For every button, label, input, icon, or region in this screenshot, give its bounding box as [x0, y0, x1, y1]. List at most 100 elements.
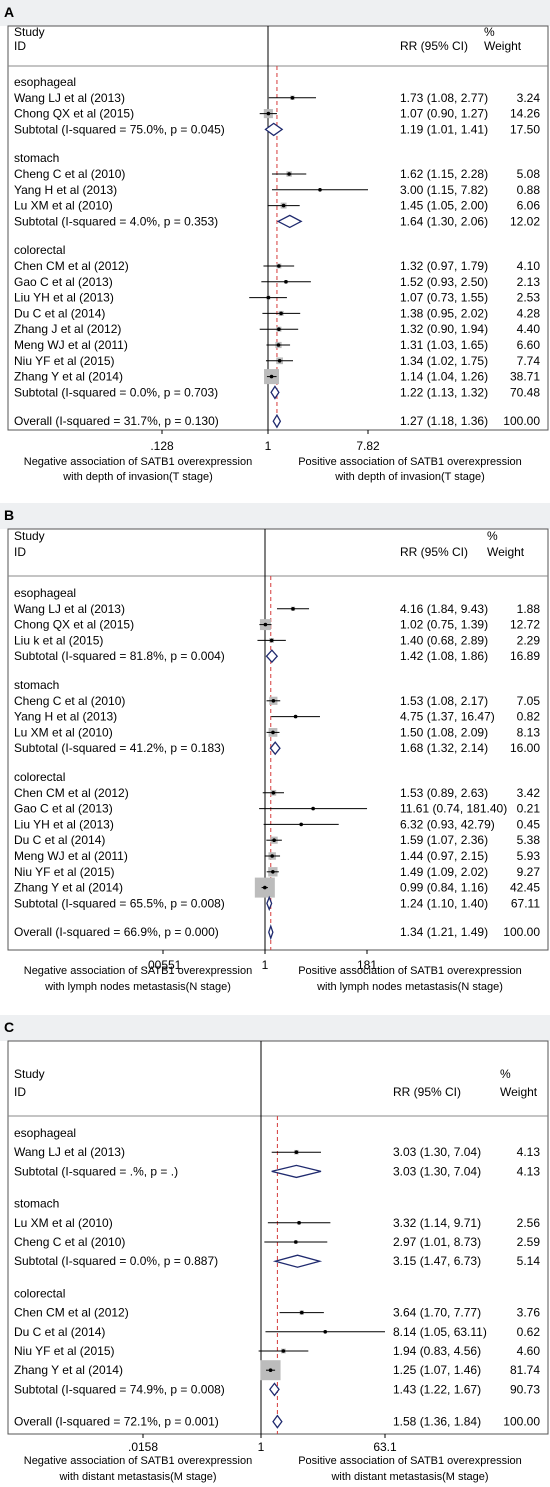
study-rr-ci: 1.53 (0.89, 2.63)	[400, 786, 488, 800]
panel-header-band	[0, 0, 550, 26]
subtotal-diamond	[272, 1254, 323, 1268]
header-weight: Weight	[484, 39, 522, 53]
subtotal-weight: 17.50	[510, 122, 540, 136]
subtotal-label: Subtotal (I-squared = 74.9%, p = 0.008)	[14, 1382, 225, 1396]
study-rr-ci: 3.64 (1.70, 7.77)	[393, 1306, 481, 1320]
study-rr-ci: 8.14 (1.05, 63.11)	[393, 1325, 487, 1339]
study-label: Liu YH et al (2013)	[14, 291, 114, 305]
overall-label: Overall (I-squared = 72.1%, p = 0.001)	[14, 1415, 219, 1429]
overall-rr-ci: 1.27 (1.18, 1.36)	[400, 414, 488, 428]
axis-tick-label: 1	[265, 439, 272, 453]
study-label: Cheng C et al (2010)	[14, 694, 125, 708]
axis-tick-label: .0158	[128, 1440, 158, 1454]
study-point	[290, 96, 295, 100]
study-label: Chong QX et al (2015)	[14, 618, 134, 632]
study-weight: 0.88	[517, 183, 541, 197]
footer-left-line1: Negative association of SATB1 overexpres…	[24, 456, 252, 468]
subtotal-weight: 67.11	[511, 896, 540, 910]
footer-left-line1: Negative association of SATB1 overexpres…	[24, 965, 252, 977]
study-point	[272, 838, 276, 842]
subtotal-diamond	[265, 649, 279, 664]
subtotal-label: Subtotal (I-squared = 4.0%, p = 0.353)	[14, 214, 218, 228]
study-weight: 9.27	[517, 865, 541, 879]
study-weight: 0.45	[517, 817, 541, 831]
study-label: Niu YF et al (2015)	[14, 865, 115, 879]
study-point	[269, 374, 274, 379]
footer-right-line2: with depth of invasion(T stage)	[334, 471, 485, 483]
study-weight: 3.24	[517, 91, 541, 105]
study-point	[263, 885, 267, 890]
study-weight: 2.13	[517, 275, 541, 289]
study-point	[318, 188, 322, 192]
study-weight: 0.21	[517, 802, 541, 816]
study-weight: 6.60	[517, 338, 541, 352]
study-rr-ci: 1.25 (1.07, 1.46)	[393, 1363, 481, 1377]
subtotal-label: Subtotal (I-squared = 41.2%, p = 0.183)	[14, 741, 225, 755]
study-point	[287, 172, 291, 176]
study-weight: 5.38	[517, 833, 541, 847]
study-rr-ci: 1.59 (1.07, 2.36)	[400, 833, 488, 847]
study-point	[268, 1368, 273, 1372]
header-study: Study	[14, 529, 45, 543]
study-point	[281, 203, 286, 208]
forest-panel-c: C Study ID RR (95% CI)% Weight esophageal Wang…	[0, 1015, 550, 1483]
study-rr-ci: 1.50 (1.08, 2.09)	[400, 725, 488, 739]
study-weight: 1.88	[517, 602, 541, 616]
study-point	[277, 327, 281, 332]
study-weight: 4.28	[517, 306, 541, 320]
study-label: Cheng C et al (2010)	[14, 1235, 125, 1249]
study-weight: 5.93	[517, 849, 541, 863]
study-label: Cheng C et al (2010)	[14, 167, 125, 181]
header-percent: %	[500, 1067, 511, 1081]
subtotal-diamond	[270, 385, 280, 400]
study-label: Meng WJ et al (2011)	[14, 338, 128, 352]
study-label: Chen CM et al (2012)	[14, 259, 129, 273]
group-label-stomach: stomach	[14, 678, 59, 692]
axis-tick-label: .00551	[145, 958, 182, 972]
group-label-esophageal: esophageal	[14, 1126, 76, 1140]
subtotal-diamond	[266, 895, 273, 912]
header-weight: Weight	[500, 1085, 538, 1099]
study-rr-ci: 1.32 (0.90, 1.94)	[400, 322, 488, 336]
group-label-colorectal: colorectal	[14, 243, 65, 257]
study-point	[294, 1150, 299, 1154]
study-label: Liu k et al (2015)	[14, 633, 103, 647]
overall-weight: 100.00	[503, 1415, 540, 1429]
study-weight: 8.13	[517, 725, 541, 739]
subtotal-label: Subtotal (I-squared = 75.0%, p = 0.045)	[14, 122, 225, 136]
study-label: Zhang J et al (2012)	[14, 322, 121, 336]
subtotal-weight: 12.02	[510, 214, 540, 228]
study-weight: 14.26	[510, 107, 540, 121]
study-point	[297, 1221, 301, 1225]
subtotal-rr-ci: 1.42 (1.08, 1.86)	[400, 649, 488, 663]
study-weight: 81.74	[510, 1363, 540, 1377]
study-point	[284, 280, 288, 284]
study-rr-ci: 1.62 (1.15, 2.28)	[400, 167, 488, 181]
panel-header-band	[0, 1015, 550, 1041]
subtotal-label: Subtotal (I-squared = 0.0%, p = 0.887)	[14, 1254, 218, 1268]
axis-tick-label: 1	[258, 1440, 265, 1454]
study-rr-ci: 4.16 (1.84, 9.43)	[400, 602, 488, 616]
study-rr-ci: 1.02 (0.75, 1.39)	[400, 618, 488, 632]
overall-rr-ci: 1.34 (1.21, 1.49)	[400, 925, 488, 939]
axis-tick-label: 63.1	[373, 1440, 397, 1454]
study-label: Chong QX et al (2015)	[14, 107, 134, 121]
header-id: ID	[14, 545, 26, 559]
study-rr-ci: 11.61 (0.74, 181.40)	[400, 802, 507, 816]
study-point	[271, 791, 276, 795]
study-point	[323, 1330, 328, 1334]
overall-label: Overall (I-squared = 66.9%, p = 0.000)	[14, 925, 219, 939]
study-rr-ci: 2.97 (1.01, 8.73)	[393, 1235, 481, 1249]
study-rr-ci: 4.75 (1.37, 16.47)	[400, 710, 495, 724]
header-rr-ci: RR (95% CI)	[400, 545, 468, 559]
study-rr-ci: 1.44 (0.97, 2.15)	[400, 849, 488, 863]
study-rr-ci: 1.45 (1.05, 2.00)	[400, 199, 488, 213]
study-label: Chen CM et al (2012)	[14, 1306, 129, 1320]
study-weight: 7.05	[517, 694, 541, 708]
overall-label: Overall (I-squared = 31.7%, p = 0.130)	[14, 414, 219, 428]
study-label: Meng WJ et al (2011)	[14, 849, 128, 863]
header-study: Study	[14, 1067, 45, 1081]
group-label-stomach: stomach	[14, 151, 59, 165]
study-rr-ci: 1.94 (0.83, 4.56)	[393, 1344, 481, 1358]
